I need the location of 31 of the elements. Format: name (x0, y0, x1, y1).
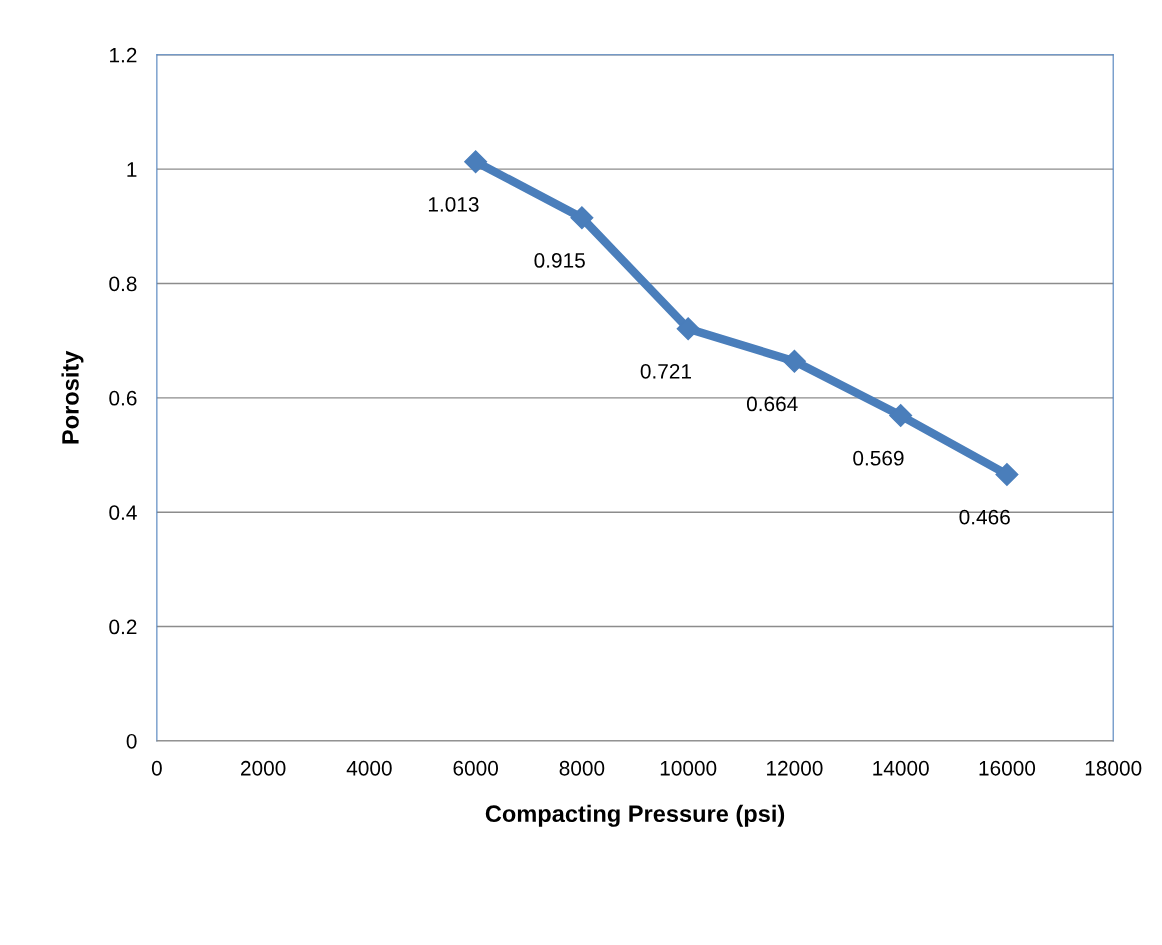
y-tick-label: 1.2 (110, 47, 137, 63)
y-axis-title: Porosity (61, 350, 84, 444)
x-tick-label: 10000 (660, 760, 717, 776)
point (782, 349, 806, 373)
point (676, 317, 700, 341)
data-label: 0.721 (640, 363, 691, 379)
data-label: 0.664 (746, 396, 798, 412)
y-tick-label: 0.6 (109, 390, 137, 406)
x-tick-label: 14000 (873, 760, 929, 776)
x-tick-label: 6000 (453, 760, 499, 776)
x-tick-label: 8000 (559, 760, 605, 776)
data-label: 0.466 (959, 509, 1010, 525)
y-tick-label: 1 (127, 162, 137, 177)
data-label: 0.915 (534, 253, 585, 268)
x-tick-label: 0 (151, 760, 162, 776)
point (889, 404, 913, 428)
point (464, 150, 488, 174)
y-tick-label: 0.2 (109, 619, 137, 635)
data-label: 0.569 (853, 450, 904, 466)
x-tick-label: 18000 (1085, 760, 1142, 776)
data-label: 1.013 (428, 197, 479, 212)
x-tick-label: 4000 (346, 760, 392, 776)
point (570, 206, 594, 230)
y-tick-label: 0 (126, 733, 137, 749)
y-tick-label: 0.4 (109, 505, 137, 520)
x-tick-label: 2000 (241, 760, 286, 776)
x-tick-label: 16000 (979, 760, 1036, 776)
y-tick-label: 0.8 (109, 276, 137, 292)
point (995, 462, 1019, 486)
x-axis-title: Compacting Pressure (psi) (485, 804, 785, 827)
x-tick-label: 12000 (767, 760, 823, 776)
